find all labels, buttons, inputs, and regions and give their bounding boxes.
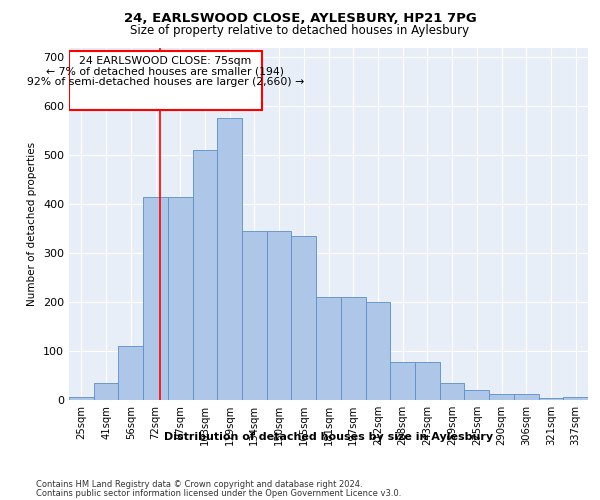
Bar xyxy=(94,383,118,400)
Text: Size of property relative to detached houses in Aylesbury: Size of property relative to detached ho… xyxy=(130,24,470,37)
Bar xyxy=(563,396,588,400)
Text: ← 7% of detached houses are smaller (194): ← 7% of detached houses are smaller (194… xyxy=(46,66,284,76)
Bar xyxy=(390,362,415,400)
Text: Contains HM Land Registry data © Crown copyright and database right 2024.: Contains HM Land Registry data © Crown c… xyxy=(36,480,362,489)
Text: 24 EARLSWOOD CLOSE: 75sqm: 24 EARLSWOOD CLOSE: 75sqm xyxy=(79,56,251,66)
FancyBboxPatch shape xyxy=(69,51,262,110)
Bar xyxy=(292,236,316,400)
Bar xyxy=(365,302,390,400)
Bar xyxy=(514,394,539,400)
Bar xyxy=(415,362,440,400)
Bar xyxy=(341,297,365,400)
Bar xyxy=(168,197,193,400)
Text: Distribution of detached houses by size in Aylesbury: Distribution of detached houses by size … xyxy=(164,432,493,442)
Y-axis label: Number of detached properties: Number of detached properties xyxy=(28,142,37,306)
Bar xyxy=(316,297,341,400)
Text: Contains public sector information licensed under the Open Government Licence v3: Contains public sector information licen… xyxy=(36,488,401,498)
Text: 92% of semi-detached houses are larger (2,660) →: 92% of semi-detached houses are larger (… xyxy=(27,78,304,88)
Bar xyxy=(118,346,143,400)
Bar xyxy=(69,396,94,400)
Text: 24, EARLSWOOD CLOSE, AYLESBURY, HP21 7PG: 24, EARLSWOOD CLOSE, AYLESBURY, HP21 7PG xyxy=(124,12,476,26)
Bar xyxy=(217,118,242,400)
Bar xyxy=(267,231,292,400)
Bar xyxy=(242,231,267,400)
Bar xyxy=(143,197,168,400)
Bar xyxy=(193,150,217,400)
Bar xyxy=(489,394,514,400)
Bar xyxy=(440,383,464,400)
Bar xyxy=(464,390,489,400)
Bar xyxy=(539,398,563,400)
